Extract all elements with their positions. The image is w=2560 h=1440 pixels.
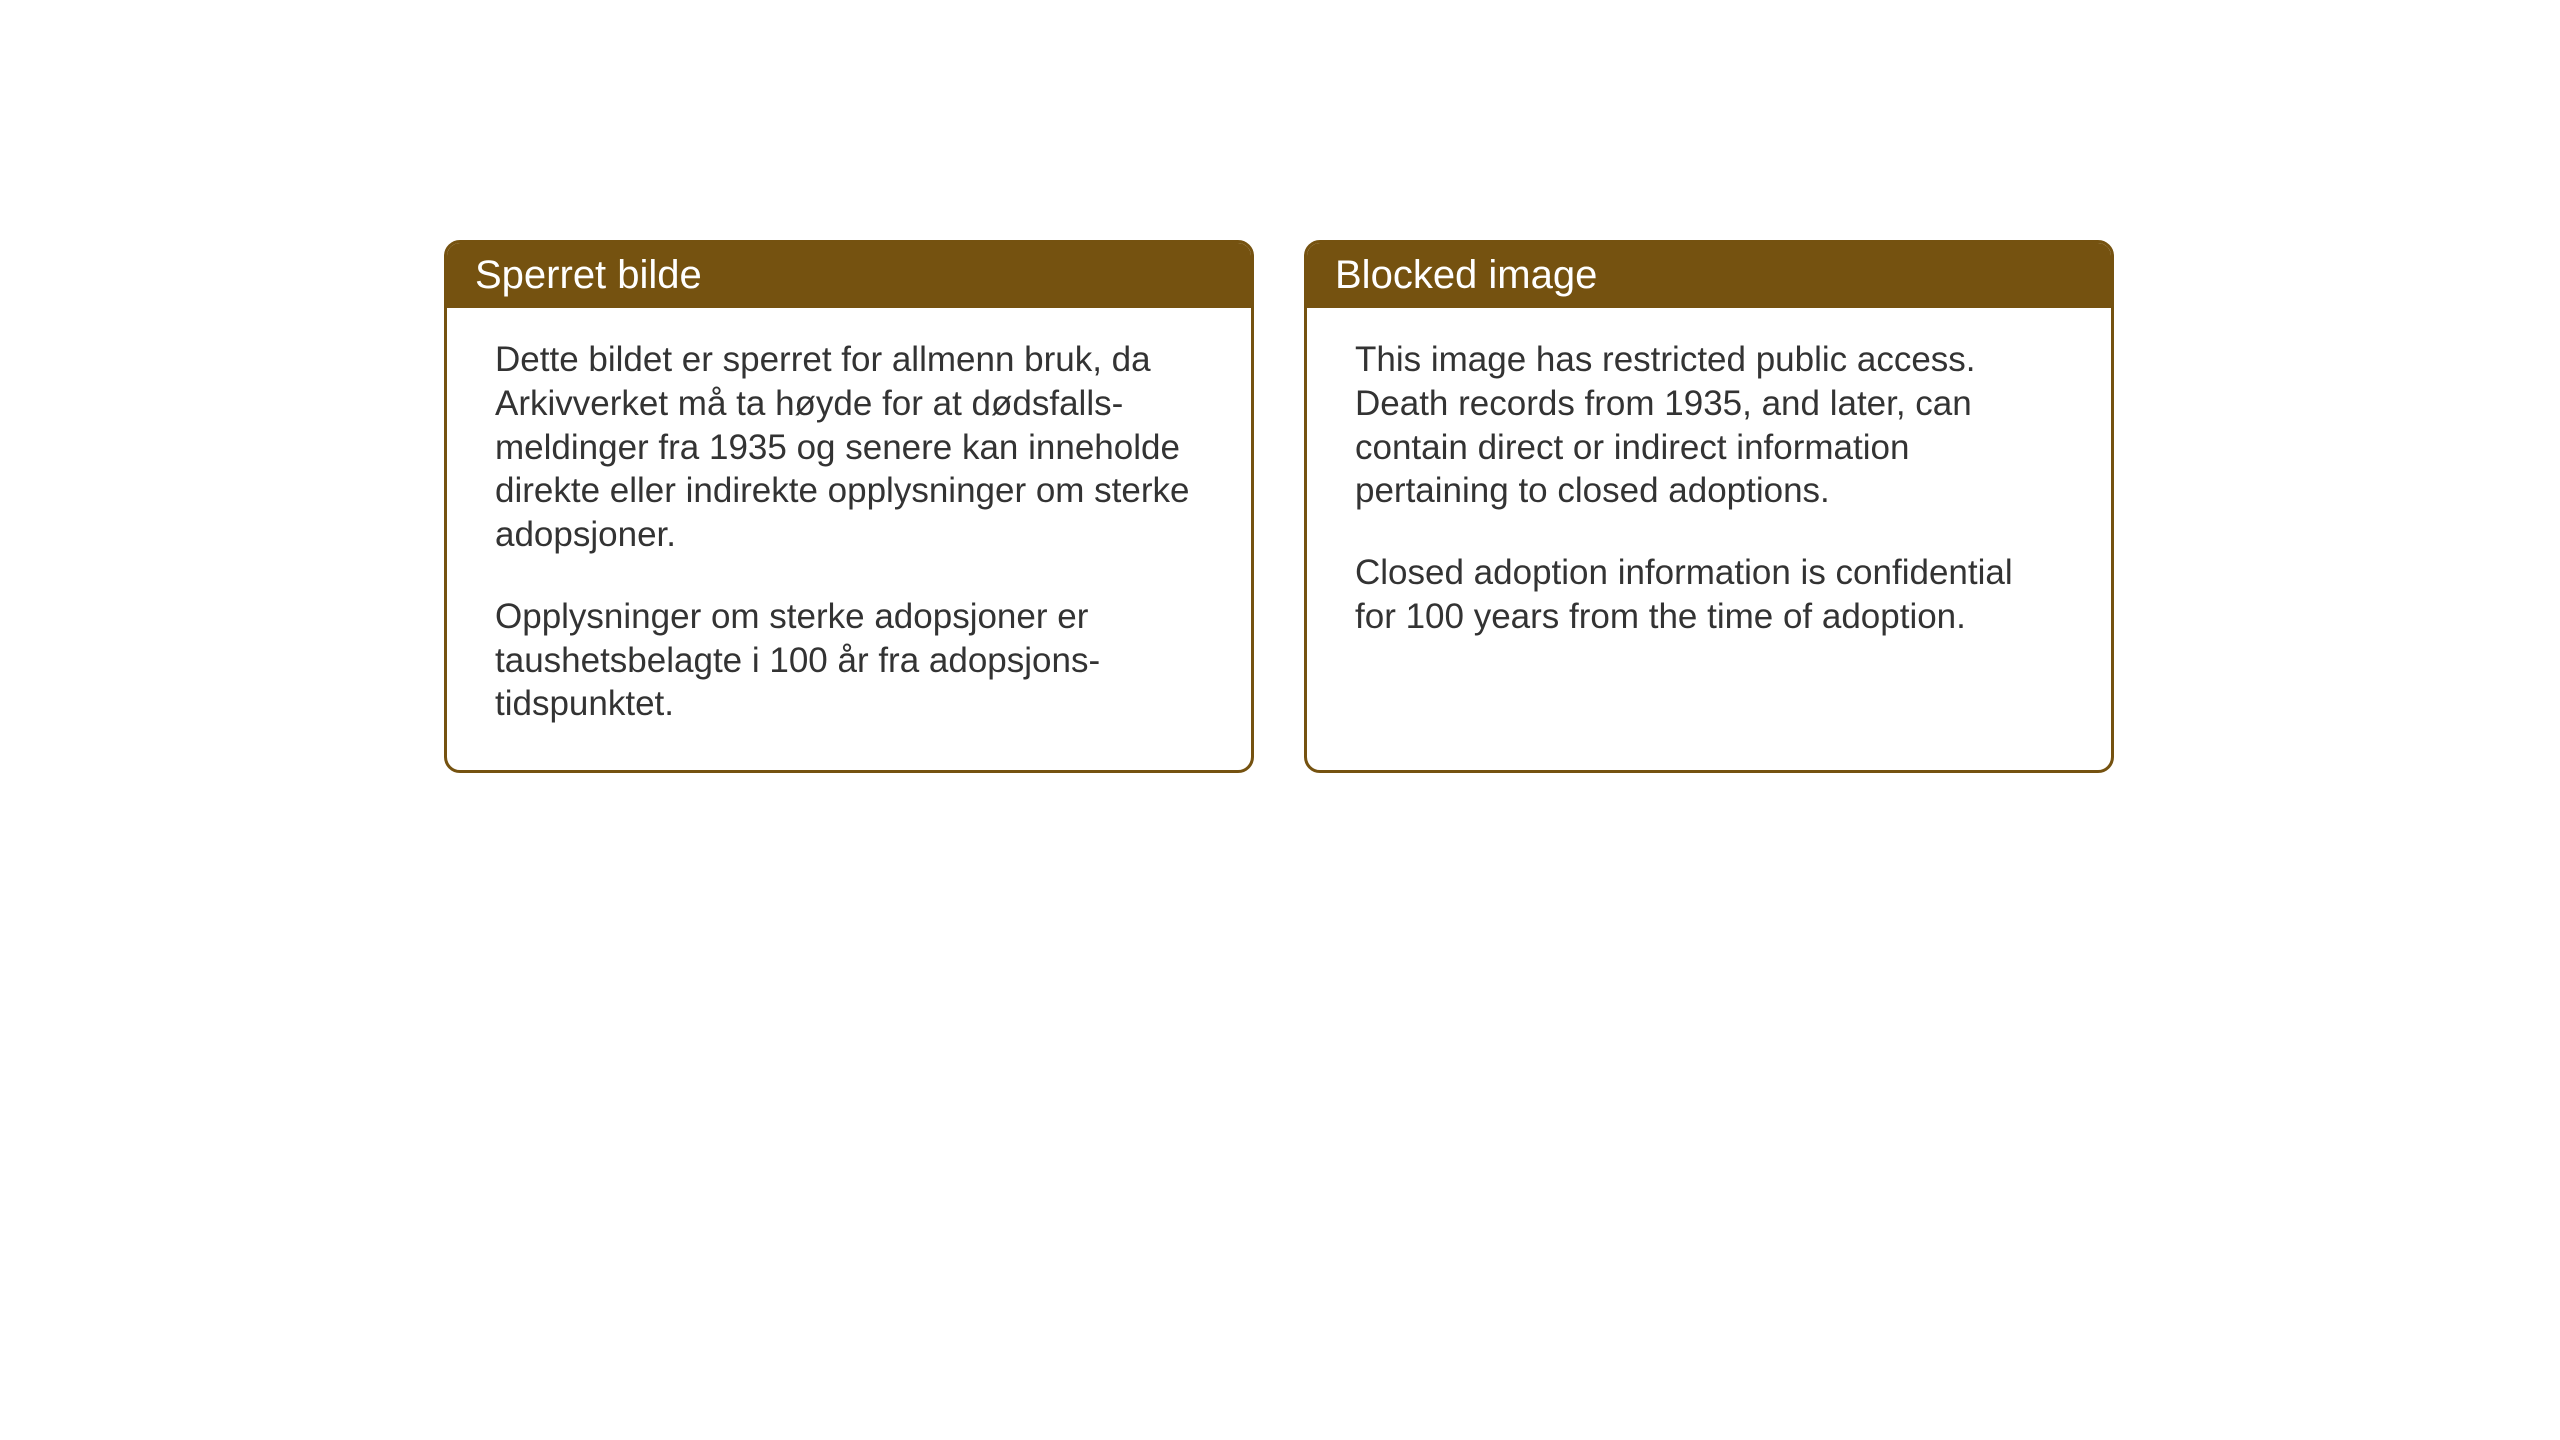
vertical-scrollbar-thumb[interactable] bbox=[2536, 0, 2558, 1440]
english-card-body: This image has restricted public access.… bbox=[1307, 308, 2111, 683]
english-card: Blocked image This image has restricted … bbox=[1304, 240, 2114, 773]
cards-container: Sperret bilde Dette bildet er sperret fo… bbox=[444, 240, 2114, 773]
norwegian-paragraph-1: Dette bildet er sperret for allmenn bruk… bbox=[495, 338, 1203, 557]
english-card-title: Blocked image bbox=[1307, 243, 2111, 308]
norwegian-card-body: Dette bildet er sperret for allmenn bruk… bbox=[447, 308, 1251, 770]
english-paragraph-2: Closed adoption information is confident… bbox=[1355, 551, 2063, 639]
norwegian-paragraph-2: Opplysninger om sterke adopsjoner er tau… bbox=[495, 595, 1203, 726]
norwegian-card-title: Sperret bilde bbox=[447, 243, 1251, 308]
vertical-scrollbar-track[interactable] bbox=[2533, 0, 2560, 1440]
norwegian-card: Sperret bilde Dette bildet er sperret fo… bbox=[444, 240, 1254, 773]
english-paragraph-1: This image has restricted public access.… bbox=[1355, 338, 2063, 513]
